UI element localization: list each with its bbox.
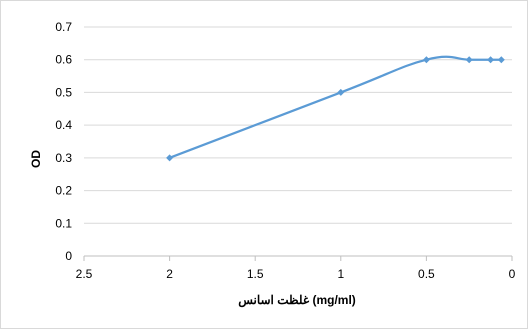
x-tick-label: 0	[509, 267, 516, 281]
data-point	[497, 56, 505, 64]
x-tick-label: 1.5	[247, 267, 264, 281]
x-axis-ticks: 0 0.5 1 1.5 2 2.5	[76, 256, 516, 281]
x-axis-title: غلظت اسانس (mg/ml)	[238, 293, 356, 308]
y-tick-label: 0	[65, 249, 72, 263]
data-point	[422, 56, 430, 64]
y-tick-label: 0.3	[55, 151, 72, 165]
data-point	[166, 154, 174, 162]
data-point	[337, 88, 345, 96]
series-line	[169, 55, 502, 159]
y-tick-label: 0.2	[55, 184, 72, 198]
series-markers	[166, 56, 505, 162]
y-axis-ticks: 0 0.1 0.2 0.3 0.4 0.5 0.6 0.7	[55, 20, 72, 263]
y-tick-label: 0.7	[55, 20, 72, 34]
y-tick-label: 0.5	[55, 85, 72, 99]
x-tick-label: 2	[166, 267, 173, 281]
data-point	[487, 56, 495, 64]
x-tick-label: 2.5	[76, 267, 93, 281]
x-tick-label: 1	[337, 267, 344, 281]
x-tick-label: 0.5	[418, 267, 435, 281]
data-point	[465, 56, 473, 64]
gridlines	[84, 26, 512, 224]
y-axis-title: OD	[29, 150, 43, 168]
y-tick-label: 0.4	[55, 118, 72, 132]
y-tick-label: 0.1	[55, 216, 72, 230]
y-tick-label: 0.6	[55, 53, 72, 67]
